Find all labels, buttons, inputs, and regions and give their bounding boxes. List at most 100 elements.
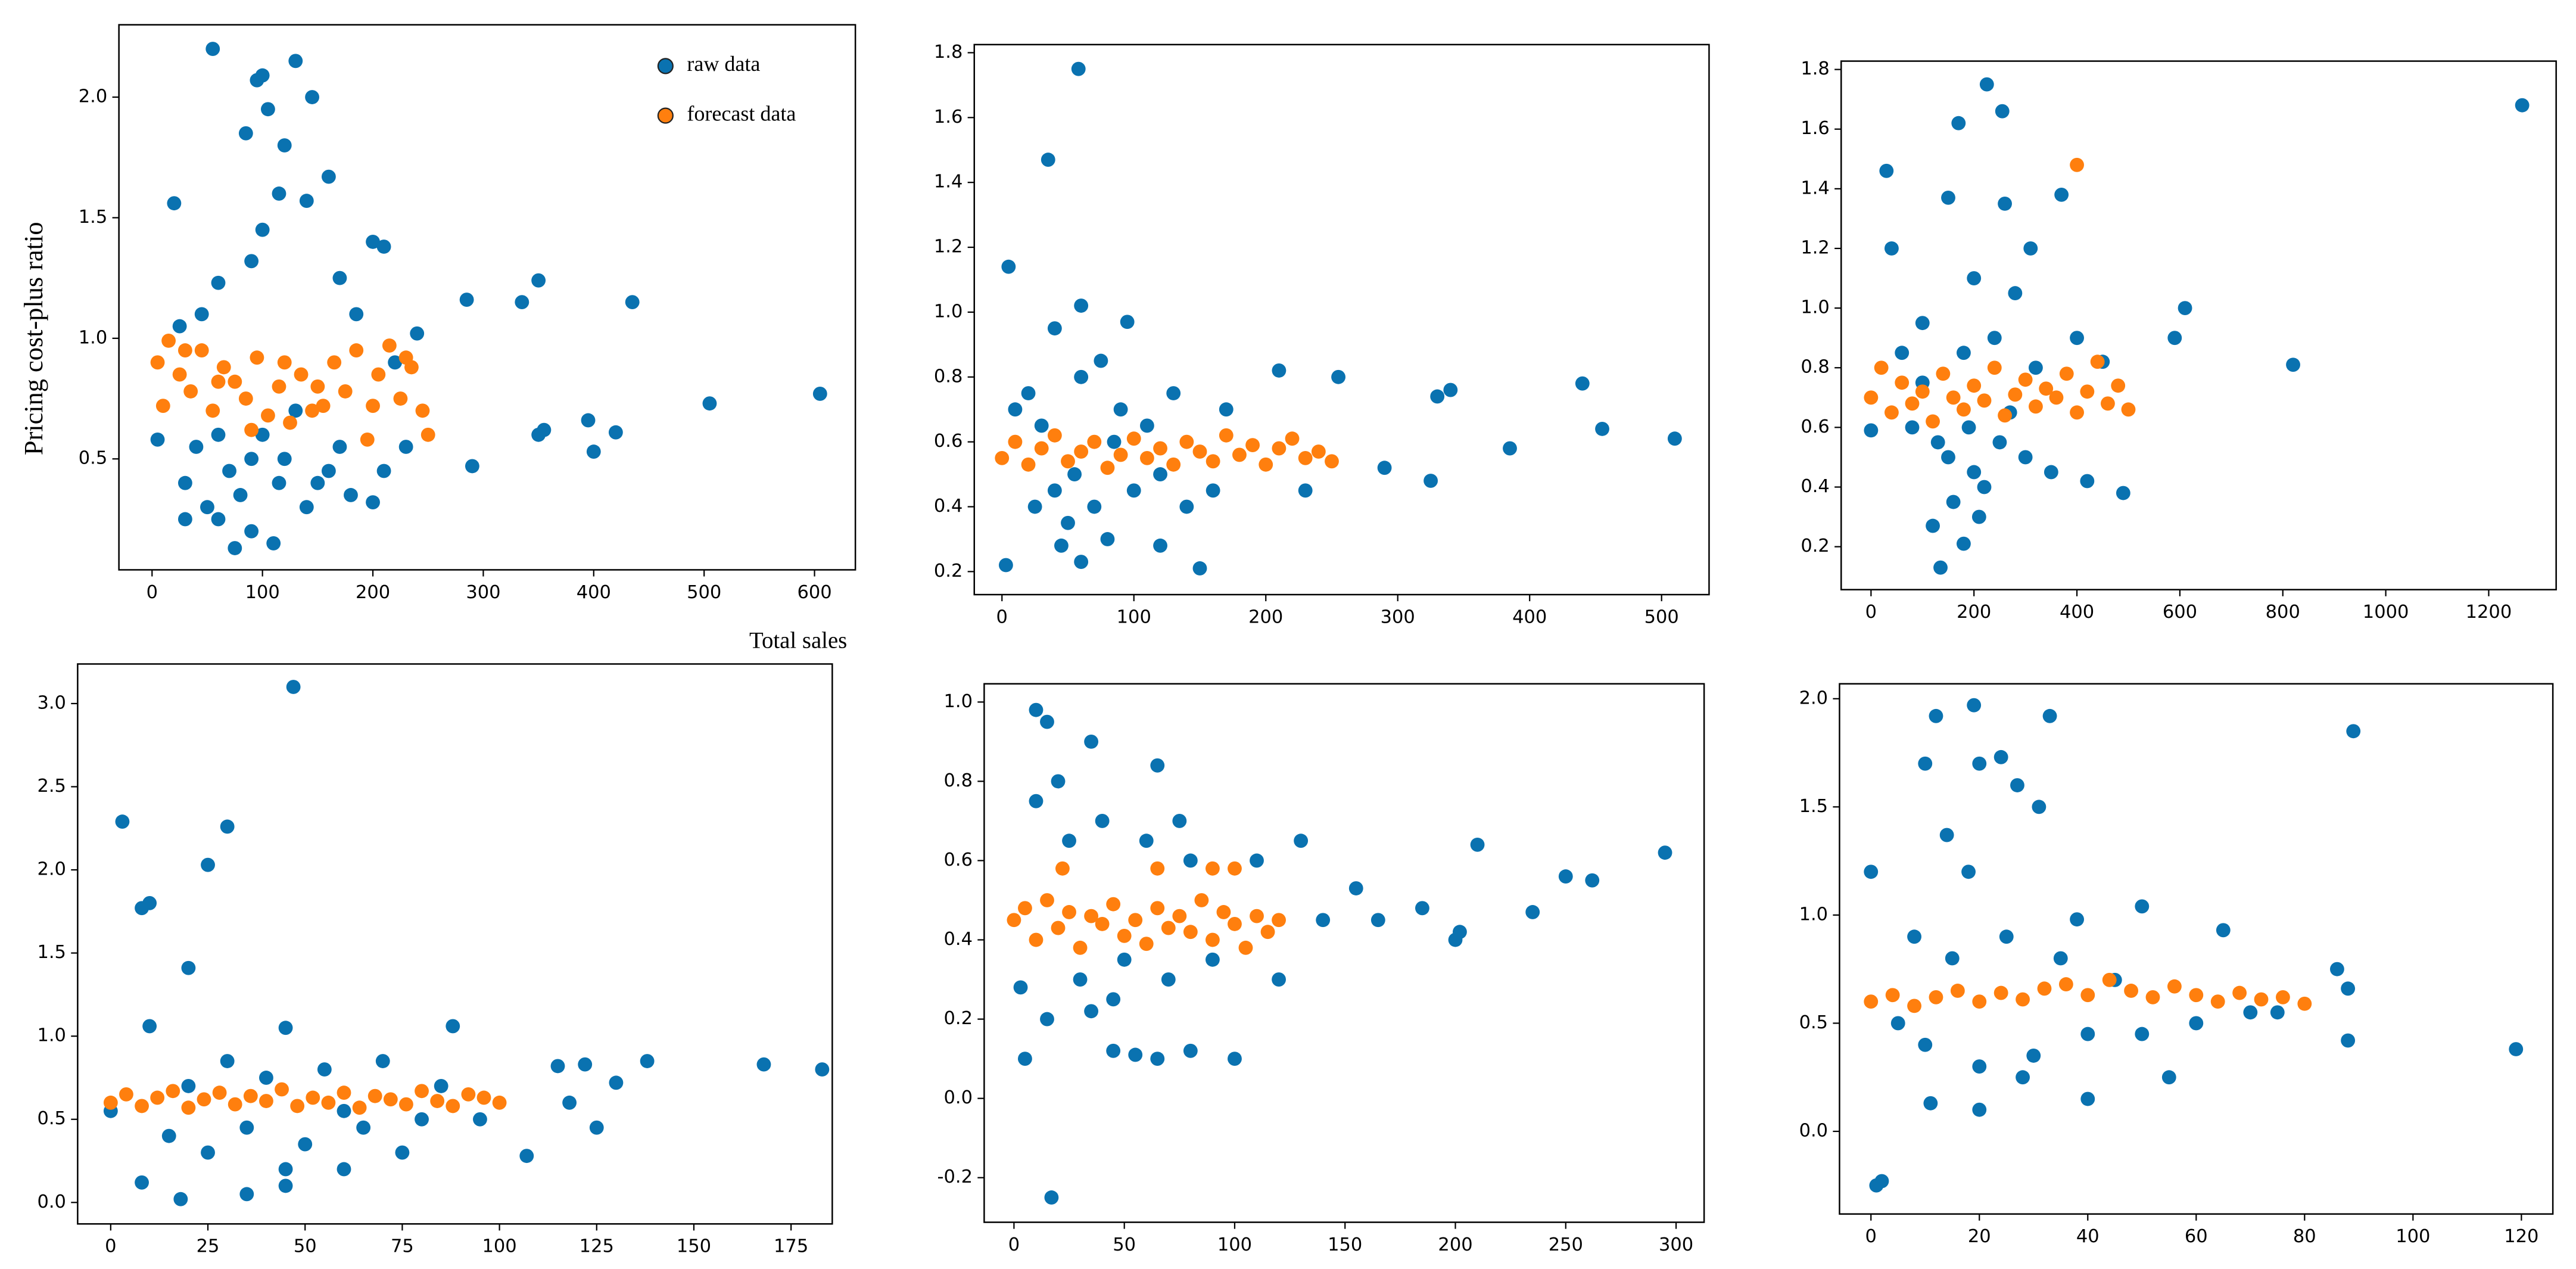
scatter-point xyxy=(1073,972,1088,987)
scatter-point xyxy=(1128,1047,1143,1062)
scatter-point xyxy=(2042,708,2057,723)
scatter-point xyxy=(1967,271,1982,285)
scatter-point xyxy=(1084,734,1099,749)
scatter-point xyxy=(344,488,358,502)
scatter-point xyxy=(1153,441,1167,456)
scatter-point xyxy=(2210,994,2225,1009)
x-tick-label: 100 xyxy=(1217,1234,1252,1255)
scatter-point xyxy=(1034,418,1049,433)
scatter-point xyxy=(1067,467,1082,482)
scatter-point xyxy=(1907,999,1921,1013)
y-tick-label: 1.8 xyxy=(934,42,963,63)
scatter-point xyxy=(1885,988,1900,1003)
y-tick-label: 1.8 xyxy=(1801,58,1829,79)
scatter-point xyxy=(212,1086,227,1100)
scatter-point xyxy=(1259,457,1273,472)
scatter-point xyxy=(1470,837,1485,852)
scatter-point xyxy=(1967,465,1982,480)
scatter-point xyxy=(1062,905,1076,919)
scatter-point xyxy=(398,350,413,365)
scatter-point xyxy=(332,440,347,454)
scatter-point xyxy=(306,1090,320,1105)
y-tick-label: 1.0 xyxy=(1801,297,1829,318)
scatter-point xyxy=(1219,402,1234,417)
scatter-point xyxy=(2010,778,2024,792)
scatter-point xyxy=(2039,381,2054,396)
x-tick-label: 120 xyxy=(2504,1226,2538,1247)
scatter-point xyxy=(2216,923,2231,938)
scatter-point xyxy=(272,475,286,490)
scatter-point xyxy=(288,54,303,69)
subplot: 0 100 200 300 400 500 600 0.5 1.0 1.5 2.0 raw data f… xyxy=(79,24,856,603)
scatter-point xyxy=(220,1054,235,1068)
scatter-point xyxy=(181,1100,196,1115)
x-tick-label: 400 xyxy=(1512,606,1547,627)
x-tick-label: 80 xyxy=(2293,1226,2316,1247)
scatter-point xyxy=(1377,461,1392,475)
scatter-point xyxy=(1117,952,1132,967)
x-tick-label: 200 xyxy=(1248,606,1283,627)
scatter-point xyxy=(1331,369,1345,384)
x-tick-label: 1200 xyxy=(2466,602,2512,623)
scatter-point xyxy=(1250,853,1264,868)
x-tick-label: 400 xyxy=(577,582,611,603)
scatter-point xyxy=(1179,499,1194,514)
scatter-point xyxy=(2059,366,2074,381)
x-tick-label: 0 xyxy=(147,582,158,603)
scatter-point xyxy=(1525,905,1540,919)
scatter-point xyxy=(1150,861,1165,876)
scatter-point xyxy=(1139,418,1154,433)
scatter-point xyxy=(1100,461,1115,475)
x-tick-label: 150 xyxy=(1328,1234,1362,1255)
scatter-point xyxy=(166,1084,180,1099)
scatter-point xyxy=(1972,1102,1987,1117)
y-tick-label: 0.4 xyxy=(1801,476,1829,497)
scatter-point xyxy=(2178,301,2192,316)
scatter-point xyxy=(2080,988,2095,1003)
scatter-point xyxy=(228,541,242,555)
scatter-point xyxy=(243,1088,258,1103)
scatter-point xyxy=(201,857,215,872)
scatter-point xyxy=(181,1078,196,1093)
scatter-point xyxy=(2080,384,2095,399)
scatter-point xyxy=(2167,331,2182,346)
scatter-point xyxy=(310,379,325,394)
scatter-point xyxy=(459,293,474,307)
scatter-point xyxy=(1117,928,1132,943)
scatter-point xyxy=(1923,1096,1938,1111)
scatter-point xyxy=(1946,390,1961,405)
scatter-point xyxy=(1936,366,1951,381)
scatter-point xyxy=(492,1095,507,1110)
scatter-point xyxy=(609,1075,624,1090)
scatter-point xyxy=(1179,434,1194,449)
subplot: 0 100 200 300 400 500 0.2 0.4 0.6 0.8 1.0 1.2 1.4 1.6… xyxy=(934,42,1710,627)
scatter-point xyxy=(189,440,204,454)
scatter-point xyxy=(2116,486,2130,500)
axes-frame xyxy=(973,43,1710,596)
scatter-point xyxy=(239,1187,254,1202)
scatter-point xyxy=(332,270,347,285)
scatter-point xyxy=(2029,399,2043,414)
scatter-point xyxy=(161,1128,176,1143)
scatter-point xyxy=(1021,457,1036,472)
scatter-point xyxy=(1993,985,2008,1000)
y-tick-label: 1.6 xyxy=(1801,118,1829,139)
x-tick-label: 175 xyxy=(774,1236,808,1257)
scatter-point xyxy=(1951,116,1966,130)
scatter-point xyxy=(255,222,270,237)
scatter-point xyxy=(1106,897,1121,912)
scatter-point xyxy=(1933,560,1948,575)
scatter-point xyxy=(1325,454,1339,469)
scatter-point xyxy=(382,338,397,353)
scatter-point xyxy=(1062,833,1076,848)
x-tick-label: 25 xyxy=(197,1236,220,1257)
scatter-point xyxy=(298,1137,313,1152)
scatter-point xyxy=(1430,389,1445,404)
scatter-point xyxy=(640,1054,655,1068)
scatter-point xyxy=(1926,518,1940,533)
scatter-point xyxy=(1667,431,1682,446)
scatter-point xyxy=(1074,298,1089,313)
y-tick-label: 1.5 xyxy=(79,207,107,228)
